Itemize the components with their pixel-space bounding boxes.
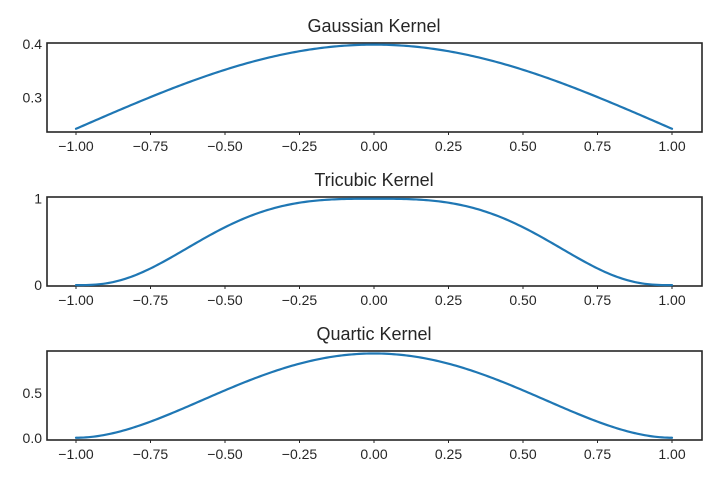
x-tick-label: −0.75 [133,138,169,154]
x-tick-label: −0.50 [207,292,243,308]
x-tick-label: 0.00 [360,446,387,462]
chart-title: Quartic Kernel [316,324,431,344]
x-tick-label: −1.00 [58,138,94,154]
x-tick-label: 0.50 [509,138,536,154]
plot-frame [46,350,703,441]
x-tick-label: −0.25 [282,138,318,154]
y-tick-label: 0 [34,277,42,293]
y-tick-label: 0.4 [23,36,43,52]
x-tick-label: 1.00 [658,446,685,462]
x-tick-label: −0.25 [282,446,318,462]
x-tick-label: −0.25 [282,292,318,308]
x-axis-ticks: −1.00 −0.75 −0.50 −0.25 0.00 0.25 0.50 0.75 1.00 [58,440,686,462]
plot-frame [46,42,703,133]
tricubic-curve [74,197,674,287]
x-tick-label: −0.75 [133,292,169,308]
x-axis-ticks: −1.00 −0.75 −0.50 −0.25 0.00 0.25 0.50 0.75 1.00 [58,132,686,154]
x-tick-label: 0.75 [584,292,611,308]
x-tick-label: 0.50 [509,292,536,308]
y-tick-label: 0.5 [23,385,43,401]
x-tick-label: −1.00 [58,446,94,462]
y-tick-label: 0.3 [23,90,43,106]
x-tick-label: −0.75 [133,446,169,462]
x-tick-label: 1.00 [658,138,685,154]
y-axis-ticks: 0.3 0.4 [23,36,43,106]
x-tick-label: 0.25 [435,292,462,308]
x-tick-label: 0.00 [360,292,387,308]
x-tick-label: 0.75 [584,446,611,462]
y-axis-ticks: 0.0 0.5 [23,385,43,446]
x-tick-label: 0.50 [509,446,536,462]
x-tick-label: −0.50 [207,138,243,154]
x-tick-label: 0.25 [435,138,462,154]
y-axis-ticks: 01 [34,191,42,293]
y-tick-label: 1 [34,191,42,207]
x-tick-label: 0.75 [584,138,611,154]
x-tick-label: 0.00 [360,138,387,154]
x-tick-label: −1.00 [58,292,94,308]
gaussian-curve [74,43,674,130]
x-tick-label: −0.50 [207,446,243,462]
x-axis-ticks: −1.00 −0.75 −0.50 −0.25 0.00 0.25 0.50 0.75 1.00 [58,286,686,308]
y-tick-label: 0.0 [23,430,43,446]
x-tick-label: 1.00 [658,292,685,308]
x-tick-label: 0.25 [435,446,462,462]
chart-title: Tricubic Kernel [314,170,433,190]
tricubic-kernel-panel: Tricubic Kernel −1.00 −0.75 −0.50 −0.25 0.00… [34,170,703,308]
quartic-kernel-panel: Quartic Kernel −1.00 −0.75 −0.50 −0.25 0.00 0… [23,324,703,462]
chart-title: Gaussian Kernel [307,16,440,36]
gaussian-kernel-panel: Gaussian Kernel −1.00 −0.75 −0.50 −0.25 0.00… [23,16,703,154]
quartic-curve [74,352,674,439]
plot-frame [46,196,703,287]
